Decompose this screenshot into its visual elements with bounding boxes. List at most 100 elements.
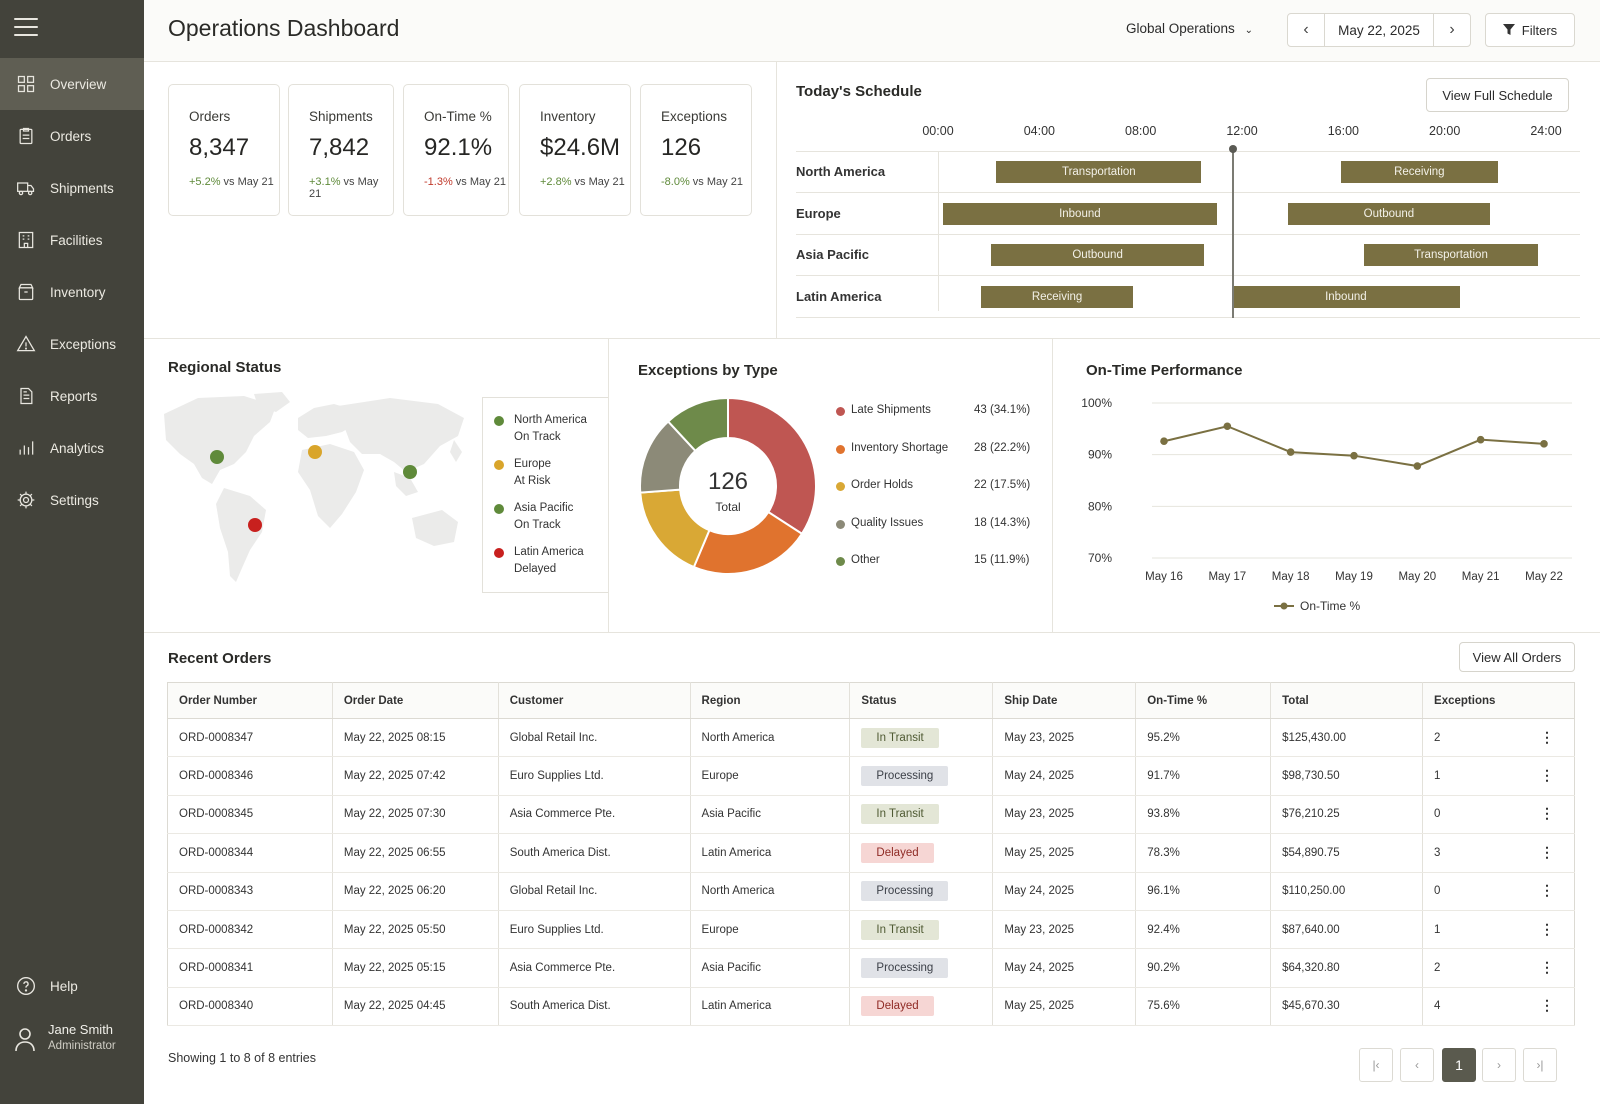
sidebar-item-inventory[interactable]: Inventory — [0, 266, 144, 318]
cell-text: May 23, 2025 — [1004, 731, 1075, 744]
column-header[interactable]: On-Time % — [1135, 682, 1272, 719]
sidebar-item-analytics[interactable]: Analytics — [0, 422, 144, 474]
cell-text: May 22, 2025 06:20 — [343, 885, 446, 898]
table-cell: 92.4% — [1135, 910, 1272, 950]
menu-icon[interactable] — [14, 18, 38, 40]
schedule-bar[interactable]: Receiving — [1340, 161, 1498, 183]
cell-text: 2 — [1434, 731, 1441, 744]
column-header[interactable]: Status — [849, 682, 994, 719]
table-cell: May 22, 2025 07:30 — [332, 795, 499, 835]
table-cell: May 23, 2025 — [992, 795, 1137, 835]
user-profile[interactable]: Jane Smith Administrator — [14, 1022, 116, 1052]
donut-slice[interactable] — [727, 396, 817, 536]
view-full-schedule-button[interactable]: View Full Schedule — [1426, 78, 1569, 112]
last-page-button[interactable]: ›| — [1523, 1048, 1557, 1082]
legend-label: On-Time % — [1300, 599, 1361, 613]
cell-text: May 25, 2025 — [1004, 846, 1075, 859]
sidebar-item-settings[interactable]: Settings — [0, 474, 144, 526]
help-label: Help — [50, 978, 78, 994]
row-actions-icon[interactable]: ⋮ — [1540, 728, 1554, 745]
column-header[interactable]: Exceptions — [1422, 682, 1575, 719]
prev-date-button[interactable]: ‹ — [1288, 14, 1324, 46]
schedule-bar[interactable]: Inbound — [943, 202, 1217, 225]
cell-text: $87,640.00 — [1282, 923, 1340, 936]
column-header[interactable]: Order Date — [332, 682, 499, 719]
data-point[interactable] — [1413, 462, 1422, 470]
table-cell: ORD-0008346 — [167, 756, 333, 796]
data-point[interactable] — [1286, 448, 1295, 456]
row-actions-icon[interactable]: ⋮ — [1540, 805, 1554, 822]
page-button-current[interactable]: 1 — [1442, 1048, 1476, 1082]
row-actions-icon[interactable]: ⋮ — [1540, 882, 1554, 899]
data-point[interactable] — [1476, 435, 1485, 444]
table-row[interactable]: ORD-0008343 May 22, 2025 06:20 Global Reta… — [167, 872, 1575, 911]
x-tick-label: May 19 — [1335, 571, 1373, 583]
view-all-orders-button[interactable]: View All Orders — [1459, 642, 1575, 672]
cell-text: ORD-0008347 — [179, 731, 254, 744]
next-page-button[interactable]: › — [1482, 1048, 1516, 1082]
sidebar-item-overview[interactable]: Overview — [0, 58, 144, 110]
sidebar-item-orders[interactable]: Orders — [0, 110, 144, 162]
data-point[interactable] — [1350, 451, 1358, 460]
kpi-value: 126 — [661, 134, 702, 161]
table-row[interactable]: ORD-0008340 May 22, 2025 04:45 South Ameri… — [167, 987, 1575, 1027]
schedule-bar[interactable]: Transportation — [996, 161, 1202, 183]
column-header[interactable]: Customer — [498, 682, 691, 719]
schedule-bar[interactable]: Inbound — [1231, 285, 1460, 308]
donut-slice[interactable] — [666, 396, 729, 453]
table-row[interactable]: ORD-0008344 May 22, 2025 06:55 South Ameri… — [167, 833, 1575, 873]
cell-text: 95.2% — [1147, 731, 1180, 744]
y-tick-label: 70% — [1088, 551, 1112, 565]
kpi-change: +5.2% vs May 21 — [189, 176, 279, 188]
table-row[interactable]: ORD-0008341 May 22, 2025 05:15 Asia Commer… — [167, 948, 1575, 988]
sidebar-item-reports[interactable]: Reports — [0, 370, 144, 422]
row-actions-icon[interactable]: ⋮ — [1540, 959, 1554, 976]
table-row[interactable]: ORD-0008345 May 22, 2025 07:30 Asia Commer… — [167, 795, 1575, 835]
sidebar-item-facilities[interactable]: Facilities — [0, 214, 144, 266]
next-date-button[interactable]: › — [1434, 14, 1470, 46]
prev-page-button[interactable]: ‹ — [1400, 1048, 1434, 1082]
map-legend — [482, 397, 608, 593]
grid-icon — [17, 75, 35, 93]
map-legend-item: Europe At Risk — [494, 456, 551, 490]
kpi-change-value: +3.1% — [309, 176, 341, 188]
column-header[interactable]: Total — [1270, 682, 1424, 719]
row-actions-icon[interactable]: ⋮ — [1540, 997, 1554, 1014]
column-header[interactable]: Order Number — [167, 682, 333, 719]
table-cell: Global Retail Inc. — [498, 872, 691, 911]
sidebar-item-shipments[interactable]: Shipments — [0, 162, 144, 214]
sidebar-item-exceptions[interactable]: Exceptions — [0, 318, 144, 370]
column-header[interactable]: Region — [690, 682, 851, 719]
column-header[interactable]: Ship Date — [992, 682, 1137, 719]
table-row[interactable]: ORD-0008346 May 22, 2025 07:42 Euro Suppli… — [167, 756, 1575, 796]
schedule-bar[interactable]: Outbound — [991, 244, 1204, 266]
table-cell: 3 ⋮ — [1422, 833, 1575, 873]
data-point[interactable] — [1223, 422, 1232, 431]
date-display[interactable]: May 22, 2025 — [1324, 14, 1434, 46]
data-point[interactable] — [1540, 440, 1548, 448]
row-actions-icon[interactable]: ⋮ — [1540, 920, 1554, 937]
first-page-button[interactable]: |‹ — [1359, 1048, 1393, 1082]
kpi-change-value: -8.0% — [661, 176, 690, 188]
cell-text: $76,210.25 — [1282, 808, 1340, 821]
row-actions-icon[interactable]: ⋮ — [1540, 767, 1554, 784]
table-row[interactable]: ORD-0008342 May 22, 2025 05:50 Euro Suppli… — [167, 910, 1575, 950]
divider — [608, 338, 609, 632]
sidebar-item-help[interactable]: Help — [0, 960, 144, 1012]
table-row[interactable]: ORD-0008347 May 22, 2025 08:15 Global Reta… — [167, 718, 1575, 758]
cell-text: Euro Supplies Ltd. — [509, 923, 604, 936]
schedule-bar[interactable]: Transportation — [1363, 244, 1539, 266]
schedule-row-label: Latin America — [796, 288, 882, 304]
schedule-bar[interactable]: Outbound — [1287, 202, 1491, 225]
schedule-tick: 08:00 — [1125, 124, 1157, 138]
legend-region: Europe — [514, 458, 552, 470]
cell-text: May 22, 2025 05:15 — [343, 962, 446, 975]
series-line — [1163, 425, 1545, 468]
scope-dropdown[interactable]: Global Operations ⌄ — [1126, 21, 1253, 36]
schedule-bar[interactable]: Receiving — [981, 285, 1134, 308]
row-actions-icon[interactable]: ⋮ — [1540, 843, 1554, 860]
schedule-grid-line — [796, 192, 1580, 193]
filters-button[interactable]: Filters — [1485, 13, 1575, 47]
user-name: Jane Smith — [48, 1022, 114, 1037]
data-point[interactable] — [1160, 437, 1168, 446]
